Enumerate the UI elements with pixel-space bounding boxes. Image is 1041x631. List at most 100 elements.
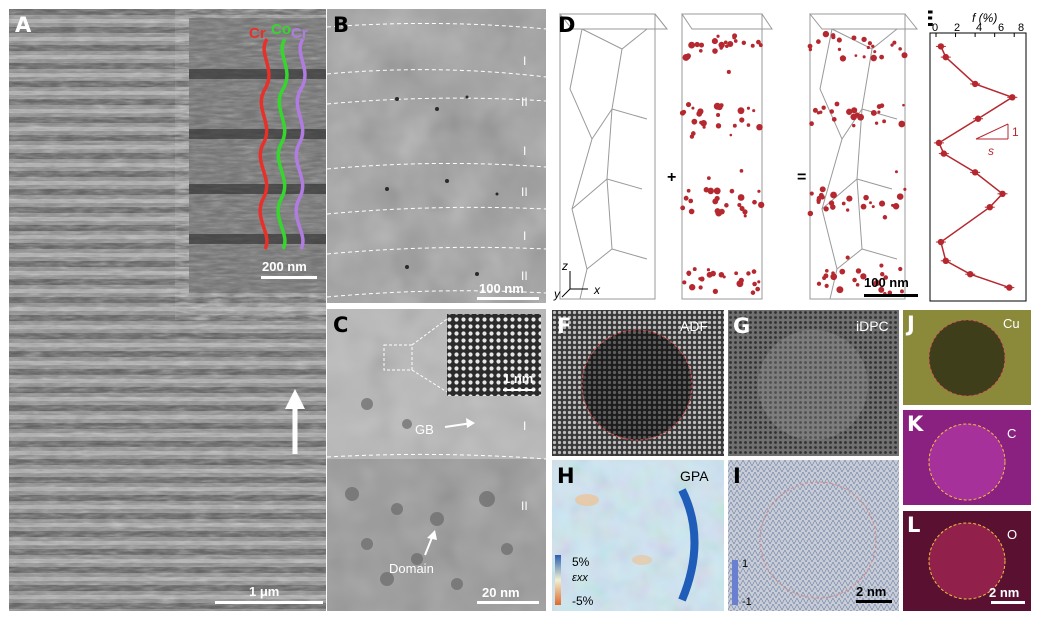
precipitate-dot — [882, 119, 887, 124]
xtick-label-4: 4 — [976, 22, 983, 34]
panel-h-image — [552, 460, 724, 611]
precipitate-dot — [737, 194, 745, 201]
precipitate-dot — [816, 281, 822, 286]
panel-label-a: A — [15, 13, 32, 37]
precipitate-dot — [892, 203, 900, 210]
panel-i-image — [728, 460, 899, 611]
panel-a-inset — [189, 18, 326, 293]
precipitate-dot — [866, 45, 870, 50]
precipitate-dot — [691, 118, 698, 125]
xtick-label-2: 2 — [954, 22, 961, 34]
precipitate-dot — [878, 286, 885, 293]
precipitate-dot — [698, 277, 702, 281]
precipitate-dot — [824, 268, 829, 273]
precipitate-dot — [883, 275, 888, 280]
chart-e-xlabel: f (%) — [972, 11, 998, 25]
panel-a: A Cr Co Cr 200 nm 1 μm — [9, 9, 326, 611]
data-point — [967, 271, 974, 278]
precipitate-dot — [851, 107, 858, 114]
precipitate-dot — [901, 52, 908, 59]
panel-c-image — [327, 309, 546, 611]
precipitate-dot — [863, 194, 869, 201]
precipitate-dot — [845, 255, 850, 260]
panel-h: H GPA 5% εxx -5% — [552, 460, 724, 611]
precipitate-dot — [733, 39, 738, 43]
panel-d: D + = z y x 100 nm — [552, 9, 925, 304]
precipitate-dot — [679, 110, 686, 116]
precipitate-dot — [739, 206, 745, 212]
precipitate-dot — [737, 107, 745, 115]
precipitate-dot — [898, 47, 902, 51]
precipitate-dot — [712, 288, 719, 294]
precipitate-dot — [830, 273, 838, 281]
precipitate-dot — [688, 208, 695, 215]
precipitate-dot — [750, 290, 756, 295]
precipitate-dot — [852, 277, 857, 283]
precipitate-dot — [718, 41, 725, 49]
precipitate-dot — [855, 283, 860, 287]
precipitate-dot — [841, 201, 846, 206]
precipitate-dot — [854, 54, 858, 57]
precipitate-dot — [808, 47, 813, 52]
precipitate-dot — [734, 271, 739, 276]
precipitate-dot — [697, 108, 704, 115]
precipitate-dot — [739, 168, 744, 173]
precipitate-dot — [871, 205, 875, 209]
scale-label-b: 100 nm — [479, 281, 524, 296]
precipitate-dot — [819, 186, 826, 193]
xtick-label-6: 6 — [998, 22, 1005, 34]
precipitate-dot — [845, 208, 850, 212]
panel-label-g: G — [733, 314, 751, 338]
precipitate-dot — [894, 170, 898, 174]
precipitate-dot — [686, 55, 691, 60]
precipitate-dot — [688, 284, 696, 291]
precipitate-dot — [757, 280, 761, 284]
precipitate-dot — [860, 273, 867, 280]
precipitate-dot — [687, 272, 691, 277]
precipitate-dot — [879, 263, 884, 268]
panel-e-chart — [929, 32, 1027, 302]
element-j: Cu — [1003, 316, 1020, 331]
data-point — [937, 43, 945, 50]
cr-curve-2 — [294, 38, 307, 250]
region-label-b-5: I — [523, 229, 527, 243]
panel-l: L O 2 nm — [903, 511, 1031, 611]
scale-label-c: 20 nm — [482, 585, 520, 600]
precipitate-dot — [891, 203, 895, 207]
precipitate-dot — [855, 268, 862, 274]
precipitate-dot — [746, 271, 751, 276]
panel-label-f: F — [557, 314, 572, 338]
precipitate-dot — [680, 205, 686, 211]
precipitate-dot — [759, 203, 764, 208]
precipitate-dot — [823, 206, 829, 212]
precipitate-dot — [879, 200, 886, 207]
axis-y: y — [554, 287, 560, 301]
element-l: O — [1007, 527, 1018, 542]
data-point — [937, 238, 945, 246]
precipitate-dot — [824, 283, 829, 288]
precipitate-dot — [898, 120, 906, 128]
precipitate-dot — [819, 110, 823, 114]
precipitate-dot — [870, 109, 877, 116]
precipitate-dot — [736, 280, 744, 288]
precipitate-dot — [823, 273, 829, 279]
scale-label-d: 100 nm — [864, 275, 909, 290]
cbar-h-mid: εxx — [572, 572, 588, 584]
precipitate-dot — [691, 131, 696, 136]
precipitate-dot — [821, 105, 826, 110]
scalebar-c — [477, 601, 539, 604]
panel-g-image — [728, 310, 899, 456]
precipitate-dot — [707, 187, 715, 195]
data-point — [935, 139, 943, 147]
precipitate-dot — [836, 37, 842, 43]
precipitate-dot — [682, 280, 687, 285]
data-point — [942, 53, 949, 61]
precipitate-dot — [846, 195, 853, 202]
region-label-c-1: I — [523, 419, 527, 433]
xtick-label-0: 0 — [932, 22, 939, 34]
precipitate-dot — [898, 266, 903, 272]
precipitate-dot — [706, 271, 713, 278]
panel-label-c: C — [333, 313, 349, 337]
region-label-c-2: II — [521, 499, 528, 513]
precipitate-dot — [830, 191, 837, 199]
